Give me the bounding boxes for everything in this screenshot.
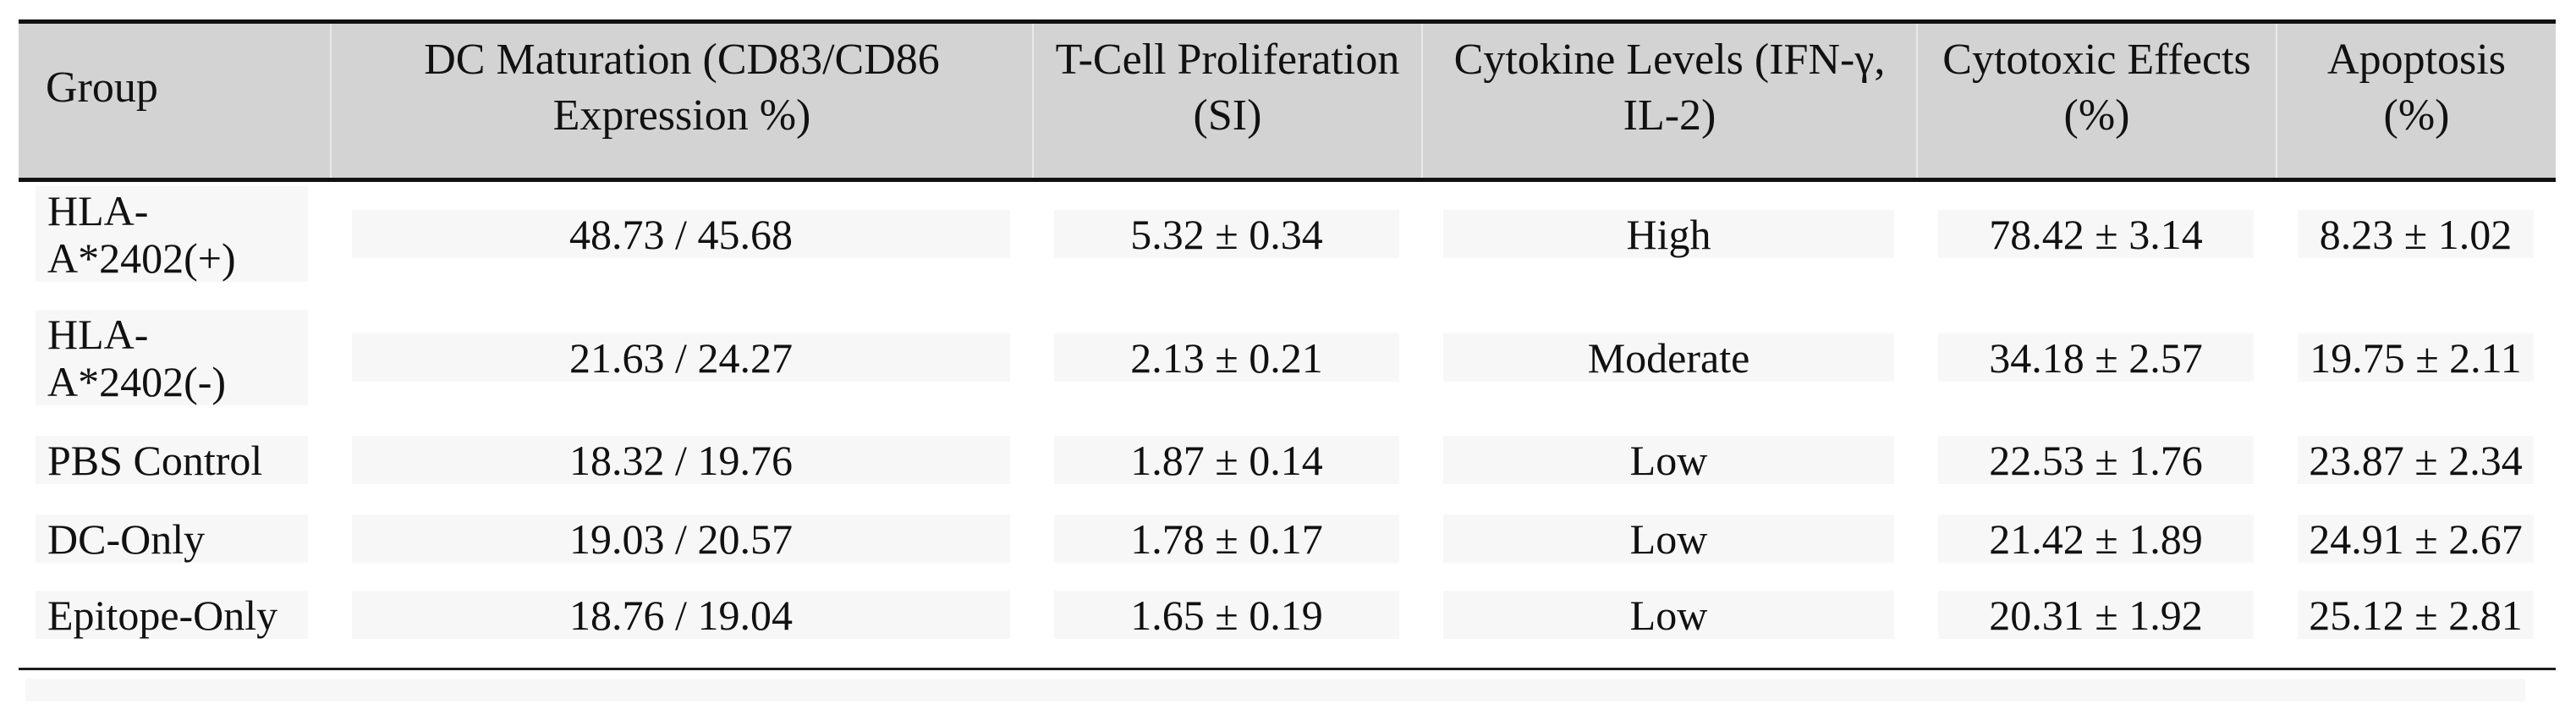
cell-value: Moderate <box>1443 333 1894 382</box>
cell-value: 18.32 / 19.76 <box>352 436 1010 484</box>
cell-value: 22.53 ± 1.76 <box>1938 436 2254 484</box>
cell-value: 20.31 ± 1.92 <box>1938 591 2254 639</box>
cell-cytokine-levels: Moderate <box>1421 310 1916 405</box>
header-label: Group <box>46 63 158 112</box>
cell-group: Epitope-Only <box>19 591 330 639</box>
cell-t-cell-proliferation: 2.13 ± 0.21 <box>1032 310 1421 405</box>
table-header-row: Group DC Maturation (CD83/CD86 Expressio… <box>19 19 2556 182</box>
cell-t-cell-proliferation: 1.78 ± 0.17 <box>1032 515 1421 563</box>
cell-dc-maturation: 18.32 / 19.76 <box>330 436 1032 484</box>
table-bottom-rule <box>19 668 2556 670</box>
cell-dc-maturation: 21.63 / 24.27 <box>330 310 1032 405</box>
cell-value: 8.23 ± 1.02 <box>2298 210 2534 258</box>
table-row: PBS Control 18.32 / 19.76 1.87 ± 0.14 Lo… <box>19 436 2556 484</box>
results-table: Group DC Maturation (CD83/CD86 Expressio… <box>19 19 2556 702</box>
cell-cytokine-levels: Low <box>1421 515 1916 563</box>
cell-t-cell-proliferation: 5.32 ± 0.34 <box>1032 186 1421 282</box>
group-label: HLA- A*2402(+) <box>36 186 308 282</box>
cell-value: 2.13 ± 0.21 <box>1054 333 1399 382</box>
header-cell-cytotoxic-effects: Cytotoxic Effects (%) <box>1916 24 2276 178</box>
cell-cytotoxic-effects: 21.42 ± 1.89 <box>1916 515 2276 563</box>
header-label: T-Cell Proliferation (SI) <box>1055 36 1400 140</box>
cell-cytokine-levels: High <box>1421 186 1916 282</box>
cell-group: PBS Control <box>19 436 330 484</box>
cell-value: 19.03 / 20.57 <box>352 515 1010 563</box>
header-label: Cytokine Levels (IFN-γ, IL-2) <box>1453 36 1886 140</box>
header-label: Apoptosis (%) <box>2327 36 2506 140</box>
header-label: Cytotoxic Effects (%) <box>1942 36 2251 140</box>
cell-value: 25.12 ± 2.81 <box>2298 591 2534 639</box>
table-row: HLA- A*2402(+) 48.73 / 45.68 5.32 ± 0.34… <box>19 186 2556 282</box>
table-row: HLA- A*2402(-) 21.63 / 24.27 2.13 ± 0.21… <box>19 310 2556 405</box>
header-cell-dc-maturation: DC Maturation (CD83/CD86 Expression %) <box>330 24 1032 178</box>
cell-value: 1.87 ± 0.14 <box>1054 436 1399 484</box>
cell-t-cell-proliferation: 1.87 ± 0.14 <box>1032 436 1421 484</box>
cell-cytotoxic-effects: 78.42 ± 3.14 <box>1916 186 2276 282</box>
group-label: Epitope-Only <box>36 591 308 639</box>
table-row: DC-Only 19.03 / 20.57 1.78 ± 0.17 Low 21… <box>19 515 2556 563</box>
header-cell-t-cell-proliferation: T-Cell Proliferation (SI) <box>1032 24 1421 178</box>
cell-dc-maturation: 18.76 / 19.04 <box>330 591 1032 639</box>
group-label: HLA- A*2402(-) <box>36 310 308 405</box>
header-cell-cytokine-levels: Cytokine Levels (IFN-γ, IL-2) <box>1421 24 1916 178</box>
cell-apoptosis: 19.75 ± 2.11 <box>2276 310 2556 405</box>
cell-apoptosis: 8.23 ± 1.02 <box>2276 186 2556 282</box>
cell-value: Low <box>1443 436 1894 484</box>
cell-group: HLA- A*2402(+) <box>19 186 330 282</box>
cell-cytokine-levels: Low <box>1421 591 1916 639</box>
cell-value: 19.75 ± 2.11 <box>2298 333 2534 382</box>
cell-value: 21.63 / 24.27 <box>352 333 1010 382</box>
cell-apoptosis: 24.91 ± 2.67 <box>2276 515 2556 563</box>
cell-value: 24.91 ± 2.67 <box>2298 515 2534 563</box>
cell-value: 1.65 ± 0.19 <box>1054 591 1399 639</box>
cell-cytotoxic-effects: 34.18 ± 2.57 <box>1916 310 2276 405</box>
group-label: PBS Control <box>36 436 308 484</box>
cell-cytotoxic-effects: 22.53 ± 1.76 <box>1916 436 2276 484</box>
group-label: DC-Only <box>36 515 308 563</box>
cell-t-cell-proliferation: 1.65 ± 0.19 <box>1032 591 1421 639</box>
table-body: HLA- A*2402(+) 48.73 / 45.68 5.32 ± 0.34… <box>19 182 2556 639</box>
cell-group: DC-Only <box>19 515 330 563</box>
cell-value: High <box>1443 210 1894 258</box>
cell-value: Low <box>1443 515 1894 563</box>
cell-value: 48.73 / 45.68 <box>352 210 1010 258</box>
cell-value: 34.18 ± 2.57 <box>1938 333 2254 382</box>
header-cell-apoptosis: Apoptosis (%) <box>2276 24 2556 178</box>
header-cell-group: Group <box>19 24 330 178</box>
cell-value: 23.87 ± 2.34 <box>2298 436 2534 484</box>
cell-group: HLA- A*2402(-) <box>19 310 330 405</box>
cell-dc-maturation: 48.73 / 45.68 <box>330 186 1032 282</box>
table-footer-strip <box>25 679 2525 702</box>
cell-apoptosis: 25.12 ± 2.81 <box>2276 591 2556 639</box>
cell-value: 78.42 ± 3.14 <box>1938 210 2254 258</box>
cell-cytotoxic-effects: 20.31 ± 1.92 <box>1916 591 2276 639</box>
cell-cytokine-levels: Low <box>1421 436 1916 484</box>
cell-apoptosis: 23.87 ± 2.34 <box>2276 436 2556 484</box>
table-row: Epitope-Only 18.76 / 19.04 1.65 ± 0.19 L… <box>19 591 2556 639</box>
cell-value: 5.32 ± 0.34 <box>1054 210 1399 258</box>
cell-value: Low <box>1443 591 1894 639</box>
header-label: DC Maturation (CD83/CD86 Expression %) <box>424 36 940 140</box>
cell-value: 18.76 / 19.04 <box>352 591 1010 639</box>
cell-dc-maturation: 19.03 / 20.57 <box>330 515 1032 563</box>
cell-value: 1.78 ± 0.17 <box>1054 515 1399 563</box>
cell-value: 21.42 ± 1.89 <box>1938 515 2254 563</box>
